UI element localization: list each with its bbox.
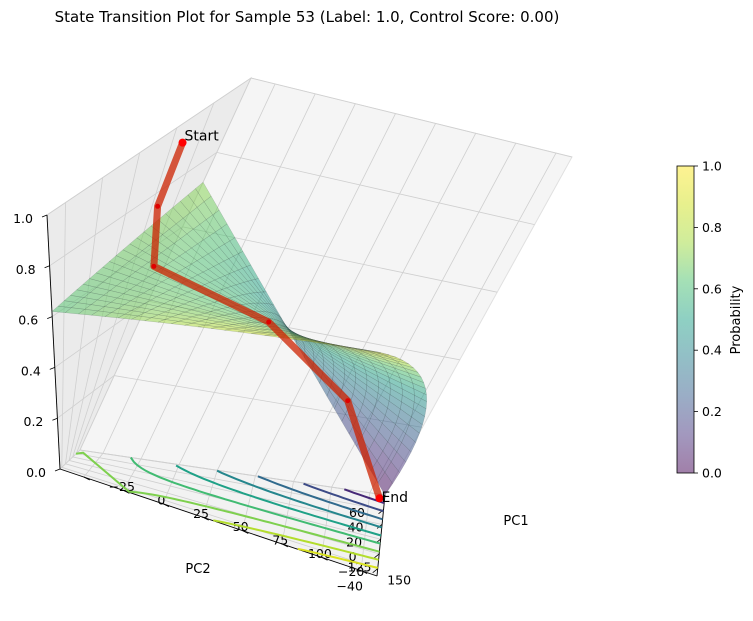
colorbar: 0.0 0.2 0.4 0.6 0.8 1.0 Probability (676, 159, 744, 481)
contour-lines (75, 451, 385, 569)
z-gridline (57, 375, 423, 428)
z-tick (49, 367, 55, 370)
surface-cell (407, 372, 425, 383)
z-tick (47, 316, 53, 319)
y-tick-label: −40 (337, 579, 363, 594)
z-axis-line (46, 214, 61, 470)
contour-line (129, 456, 381, 545)
x-tick (242, 530, 249, 534)
z-gridline (59, 449, 386, 496)
surface-cell (390, 451, 407, 473)
surface-cell (377, 471, 393, 496)
trajectory (150, 138, 384, 503)
trajectory-path (150, 139, 383, 502)
colorbar-tick-label: 0.2 (702, 404, 722, 419)
x-tick (123, 490, 130, 494)
z-tick-label: 0.2 (24, 414, 44, 429)
trajectory-start-marker (178, 138, 187, 147)
contour-line (75, 451, 380, 553)
y-tick-label: −20 (338, 564, 364, 579)
contour-line (297, 547, 379, 569)
x-tick (83, 476, 90, 481)
surface-cell (408, 416, 423, 434)
z-tick-label: 0.0 (26, 465, 46, 480)
x-tick-label: 0 (157, 492, 165, 507)
x-tick (281, 543, 289, 548)
colorbar-tick-label: 0.4 (702, 343, 722, 358)
surface-cell (382, 354, 403, 361)
surface-cell (384, 461, 400, 484)
annotations: Start End (185, 129, 409, 507)
colorbar-tick-label: 0.8 (702, 220, 722, 235)
surface-cell (403, 367, 422, 378)
z-tick-label: 0.8 (16, 262, 36, 277)
x-tick-label: 25 (193, 506, 209, 521)
surface-cell (411, 408, 425, 426)
surface-cell (394, 360, 414, 369)
z-gridline (49, 151, 535, 267)
chart-title: State Transition Plot for Sample 53 (Lab… (55, 8, 560, 26)
y-tick (372, 568, 378, 573)
y-axis-label: PC2 (185, 562, 210, 577)
x-tick (321, 556, 328, 561)
contour-line (303, 482, 384, 513)
axis-gridlines (46, 77, 573, 571)
x-tick (360, 570, 368, 575)
surface-cell (412, 401, 427, 417)
x-tick (202, 516, 209, 521)
x-tick (162, 503, 170, 508)
z-gridline (46, 77, 573, 216)
z-tick (52, 417, 58, 421)
y-tick-label: 0 (349, 549, 357, 564)
surface-cell (389, 357, 409, 365)
z-tick-label: 0.4 (21, 363, 41, 378)
trajectory-point (266, 319, 272, 325)
surface-cell (410, 377, 426, 389)
colorbar-tick-label: 1.0 (702, 159, 722, 174)
colorbar-ticks: 0.0 0.2 0.4 0.6 0.8 1.0 (694, 159, 722, 481)
surface-cell (399, 363, 418, 373)
z-tick (54, 468, 61, 472)
z-tick-label: 1.0 (13, 211, 33, 226)
z-tick (44, 265, 50, 269)
colorbar-gradient (676, 165, 695, 474)
contour-line (257, 475, 383, 521)
contour-line (175, 464, 382, 537)
trajectory-point (151, 263, 157, 269)
colorbar-tick-label: 0.6 (702, 281, 722, 296)
surface-cell (367, 350, 390, 355)
x-tick-label: 125 (348, 559, 372, 574)
axis-labels: PC1 PC2 (185, 514, 528, 577)
colorbar-tick-label: 0.0 (702, 466, 722, 481)
end-annotation: End (381, 490, 408, 506)
trajectory-point (345, 398, 351, 404)
surface-cell (358, 348, 381, 353)
x-axis-label: PC1 (503, 514, 528, 529)
z-tick-label: 0.6 (18, 313, 38, 328)
start-annotation: Start (185, 129, 220, 145)
y-tick-label: 60 (349, 505, 365, 520)
trajectory-end-marker (375, 494, 384, 503)
surface-cell (396, 442, 412, 463)
contour-line (216, 469, 383, 529)
z-tick (41, 214, 48, 218)
contour-line (213, 519, 379, 561)
x-tick-label: 150 (387, 573, 411, 588)
y-tick (373, 553, 380, 559)
colorbar-label: Probability (729, 285, 744, 354)
trajectory-point (155, 203, 161, 209)
